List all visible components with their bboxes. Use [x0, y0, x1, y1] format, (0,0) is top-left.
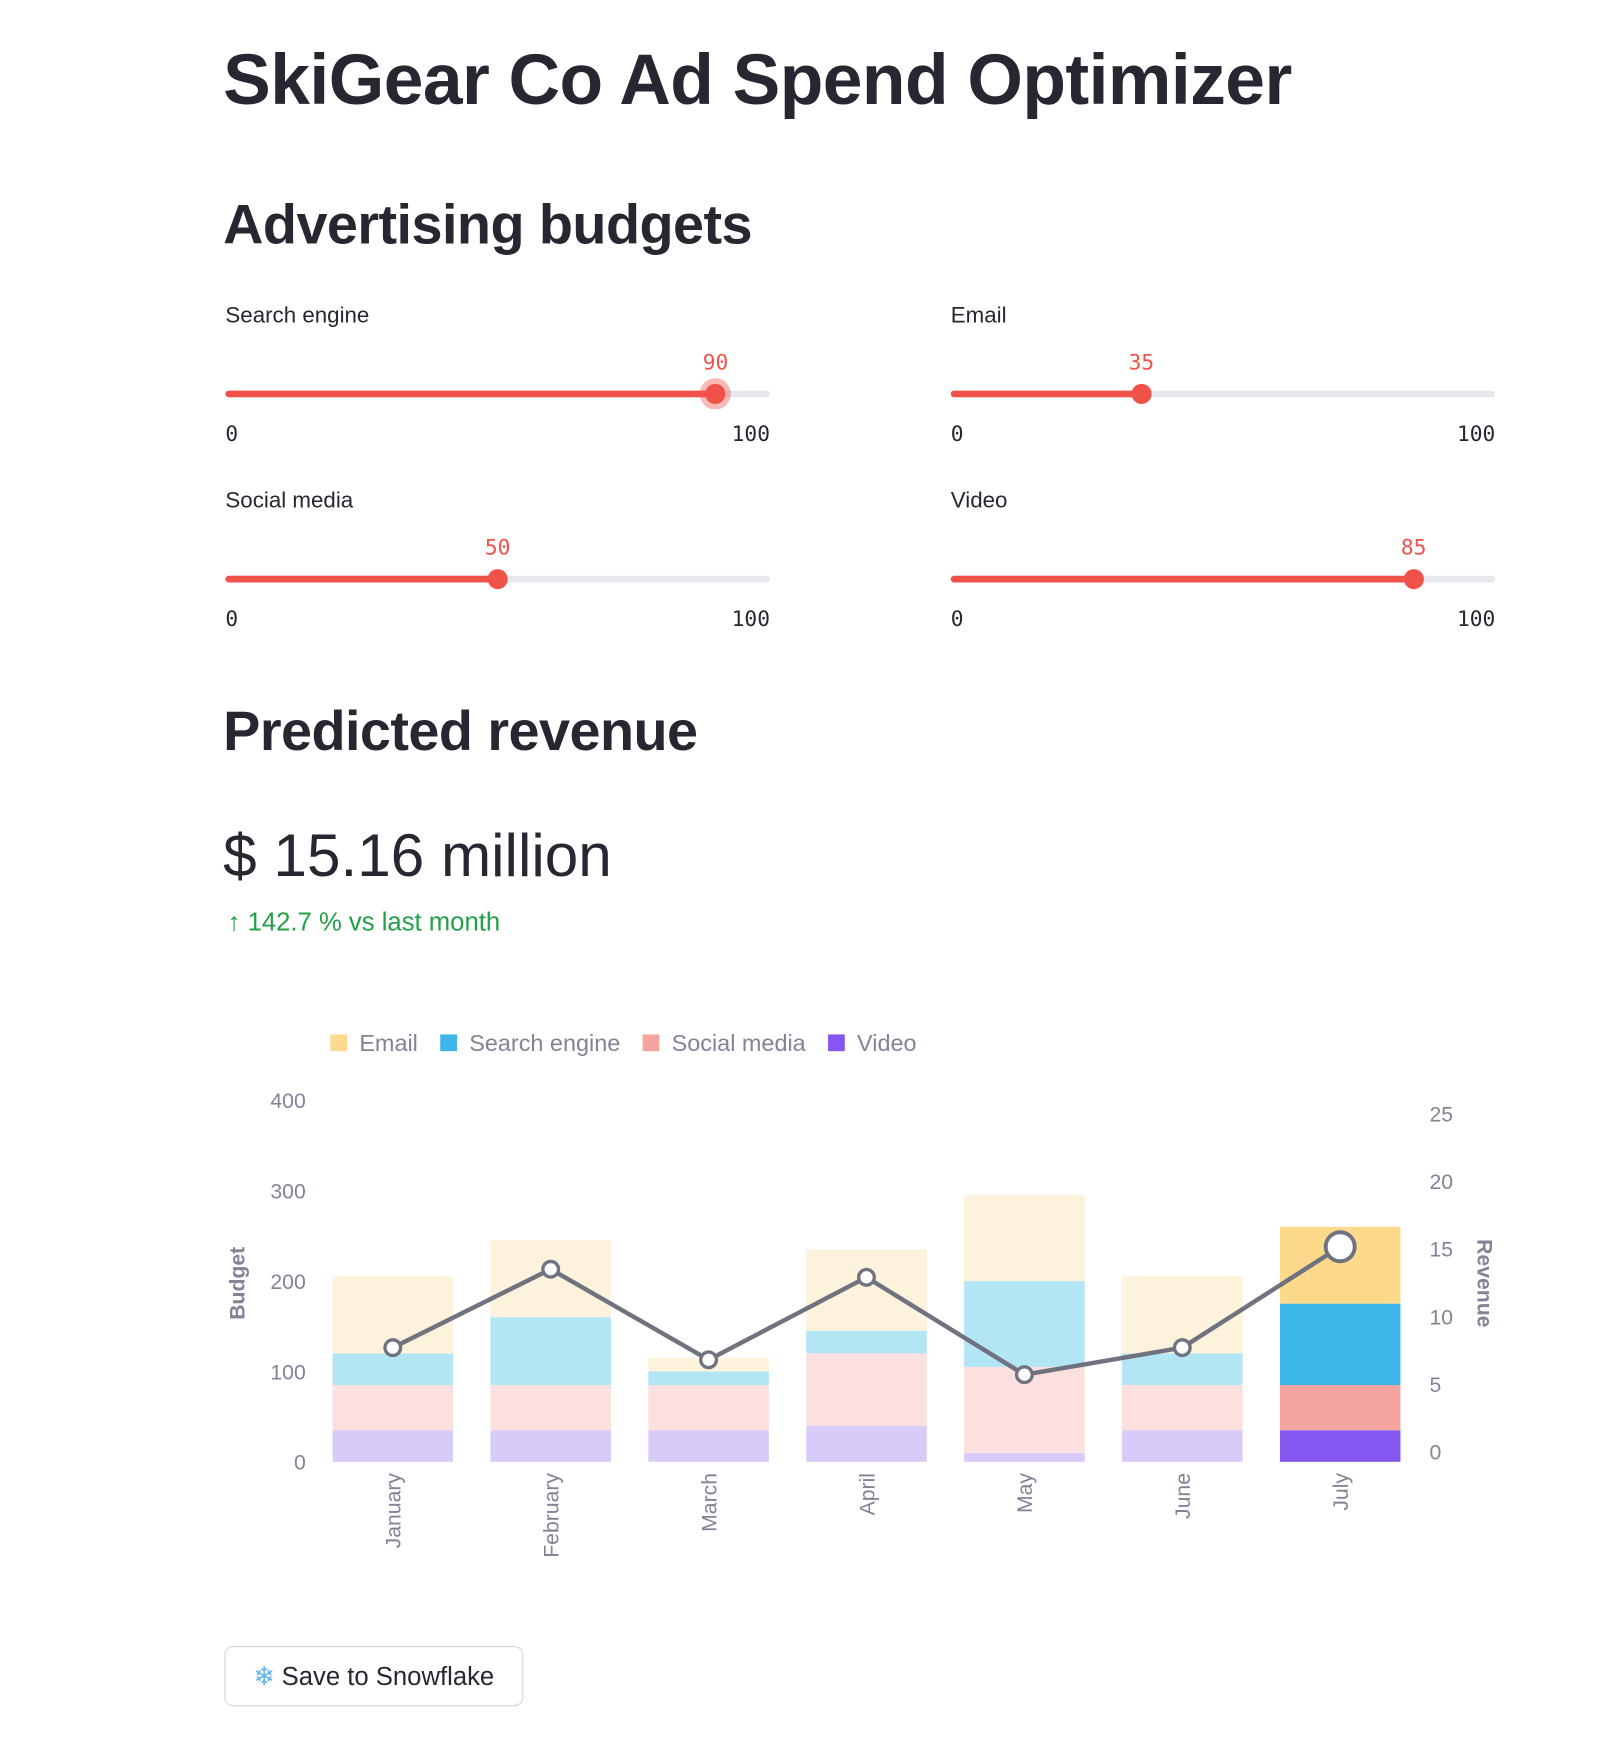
y-tick-label: 100 [270, 1361, 305, 1384]
save-button-label: Save to Snowflake [281, 1661, 495, 1691]
x-tick-label: February [541, 1473, 564, 1558]
slider-value: 90 [702, 350, 729, 375]
bar-video [490, 1430, 611, 1462]
bar-search-engine [1279, 1303, 1401, 1385]
metric-delta: ↑ 142.7 % vs last month [228, 907, 500, 937]
revenue-budget-chart: 0 100 200 300 400 0 5 10 15 20 25 Budget Revenue Janu… [226, 1030, 1495, 1558]
y2-tick-label: 25 [1429, 1103, 1453, 1126]
bar-social-media [648, 1384, 769, 1431]
y2-tick-label: 0 [1429, 1442, 1441, 1465]
y2-tick-label: 5 [1429, 1374, 1441, 1397]
y-axis-title: Budget [226, 1247, 249, 1320]
slider-label: Social media [225, 488, 354, 514]
revenue-point [1014, 1365, 1034, 1385]
slider-value: 85 [1400, 535, 1427, 561]
y-tick-label: 0 [294, 1452, 306, 1475]
slider-label: Search engine [225, 303, 370, 329]
bar-search-engine [332, 1353, 454, 1385]
revenue-point [383, 1338, 403, 1358]
legend-swatch [440, 1034, 457, 1052]
slider-track[interactable] [950, 390, 1496, 398]
bar-video [806, 1425, 927, 1462]
slider-video[interactable]: 85 0 100 [950, 507, 1496, 632]
y-tick-label: 400 [270, 1090, 305, 1113]
y2-tick-label: 15 [1429, 1239, 1453, 1262]
revenue-point [1323, 1230, 1357, 1264]
legend-swatch [642, 1034, 660, 1052]
bar-search-engine [490, 1317, 611, 1385]
slider-value: 35 [1128, 350, 1155, 375]
slider-max: 100 [1456, 607, 1496, 632]
metric-delta-text: 142.7 % vs last month [247, 907, 501, 937]
slider-fill [950, 390, 1142, 398]
y2-tick-label: 10 [1429, 1306, 1453, 1329]
legend-swatch [330, 1034, 348, 1052]
y-tick-label: 200 [270, 1271, 305, 1294]
y2-tick-label: 20 [1429, 1171, 1453, 1194]
legend-label: Social media [672, 1030, 807, 1056]
slider-max: 100 [731, 421, 770, 447]
slider-search-engine[interactable]: 90 0 100 [225, 321, 770, 446]
bar-social-media [1279, 1384, 1401, 1431]
slider-thumb[interactable] [487, 569, 508, 590]
slider-fill [225, 390, 716, 398]
slider-label: Video [950, 488, 1008, 514]
slider-min: 0 [950, 421, 964, 447]
save-to-snowflake-button[interactable]: ❄ Save to Snowflake [224, 1645, 524, 1707]
x-tick-label: April [856, 1473, 879, 1515]
revenue-heading: Predicted revenue [223, 699, 698, 763]
bar-video [1279, 1430, 1401, 1462]
bar-search-engine [648, 1371, 769, 1385]
arrow-up-icon: ↑ [227, 907, 241, 937]
slider-min: 0 [225, 421, 239, 447]
y2-axis-title: Revenue [1472, 1239, 1495, 1328]
slider-label: Email [950, 303, 1007, 329]
bar-email [964, 1195, 1085, 1282]
metric-value: $ 15.16 million [223, 822, 612, 890]
x-tick-label: July [1330, 1473, 1353, 1511]
bar-social-media [1122, 1384, 1243, 1431]
legend-swatch [828, 1034, 845, 1052]
y-tick-label: 300 [270, 1180, 305, 1203]
revenue-point [541, 1259, 561, 1279]
slider-thumb[interactable] [1131, 383, 1152, 404]
revenue-point [857, 1267, 876, 1287]
snowflake-icon: ❄ [253, 1661, 275, 1691]
bar-email [806, 1249, 927, 1331]
slider-max: 100 [731, 607, 770, 632]
budgets-heading: Advertising budgets [223, 193, 752, 256]
slider-max: 100 [1456, 421, 1496, 447]
bar-social-media [806, 1353, 927, 1426]
legend-label: Email [359, 1030, 418, 1056]
legend-label: Search engine [469, 1030, 620, 1056]
slider-min: 0 [950, 607, 964, 632]
slider-social-media[interactable]: 50 0 100 [225, 507, 770, 632]
bar-social-media [490, 1384, 611, 1431]
bar-search-engine [964, 1281, 1085, 1367]
revenue-point [699, 1350, 719, 1370]
page-title: SkiGear Co Ad Spend Optimizer [223, 39, 1292, 120]
slider-fill [225, 575, 498, 583]
slider-thumb[interactable] [705, 383, 726, 404]
x-tick-label: June [1172, 1473, 1195, 1519]
slider-fill [950, 575, 1414, 583]
bar-search-engine [806, 1330, 927, 1354]
bar-video [332, 1430, 454, 1462]
bar-social-media [332, 1384, 454, 1431]
slider-email[interactable]: 35 0 100 [950, 321, 1496, 446]
bar-search-engine [1122, 1353, 1243, 1385]
bar-video [1122, 1430, 1243, 1462]
x-tick-label: March [698, 1473, 721, 1532]
bar-video [648, 1430, 769, 1462]
bar-email [490, 1240, 611, 1318]
revenue-point [1172, 1338, 1192, 1358]
slider-min: 0 [225, 607, 239, 632]
x-tick-label: May [1014, 1473, 1037, 1513]
slider-thumb[interactable] [1403, 569, 1424, 590]
legend-label: Video [857, 1030, 916, 1056]
bar-video [964, 1452, 1085, 1462]
x-tick-label: January [383, 1473, 406, 1549]
slider-value: 50 [484, 535, 511, 561]
